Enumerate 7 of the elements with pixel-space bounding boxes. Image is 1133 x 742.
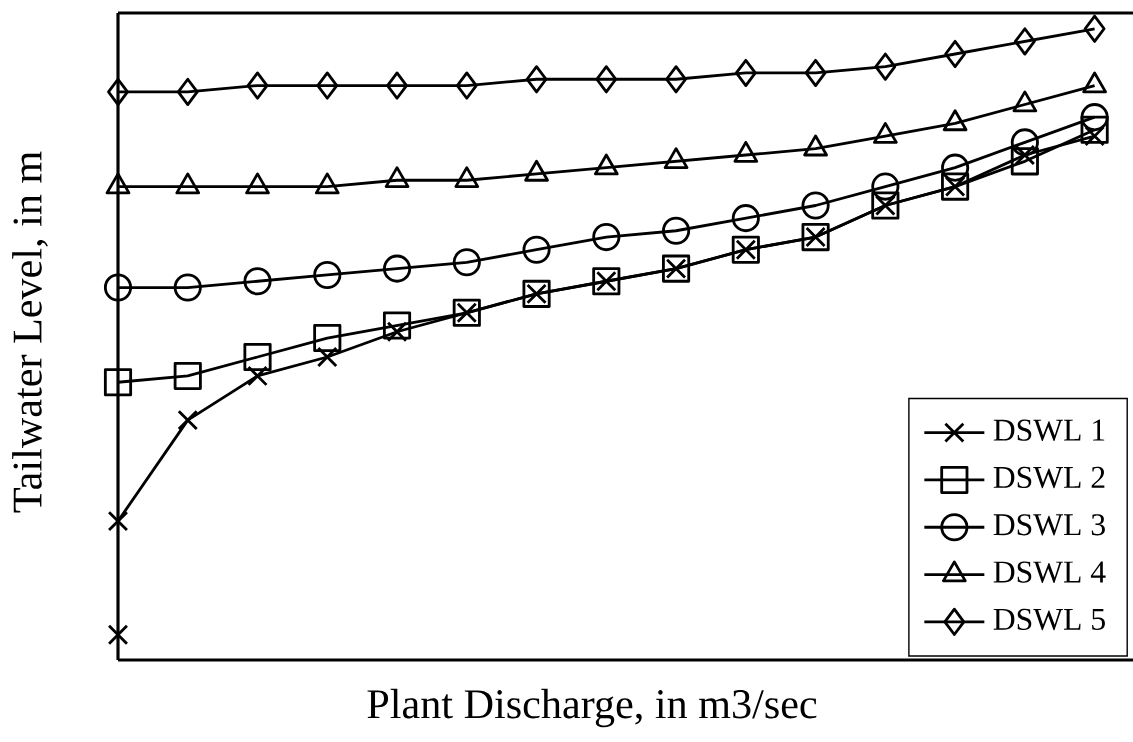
legend-label: DSWL 4 [993,561,1106,583]
legend-label: DSWL 2 [993,466,1105,489]
y-axis-title: Tailwater Level, in m [12,151,48,513]
legend-label: DSWL 5 [993,608,1105,631]
legend-label: DSWL 3 [993,514,1105,536]
x-axis-title: Plant Discharge, in m3/sec [367,688,817,728]
legend-label: DSWL 1 [993,419,1105,441]
